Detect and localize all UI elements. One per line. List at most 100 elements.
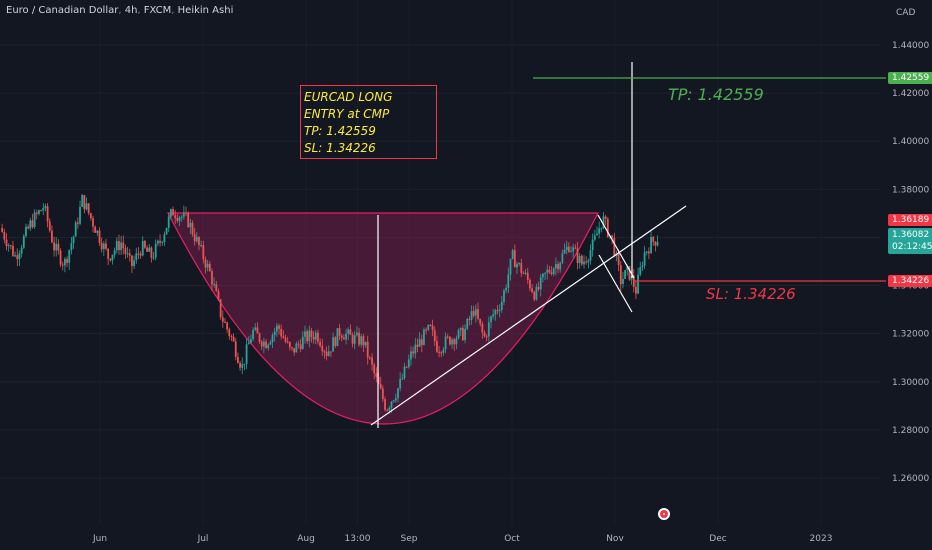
candle-body — [59, 250, 62, 265]
candle-body — [286, 341, 289, 343]
candle-body — [156, 240, 159, 244]
candle-body — [656, 242, 659, 246]
candle-body — [284, 337, 287, 342]
candle-body — [5, 239, 8, 247]
candle-body — [652, 237, 655, 242]
candle-body — [327, 351, 330, 356]
candle-body — [343, 337, 345, 340]
candle-body — [202, 245, 205, 260]
candle-body — [273, 331, 276, 335]
candle-body — [137, 253, 140, 255]
candle-body — [368, 357, 371, 359]
candle-body — [587, 260, 590, 263]
candle-body — [403, 366, 406, 379]
candle-body — [392, 400, 395, 402]
candle-body — [282, 336, 285, 338]
candle-body — [165, 227, 168, 235]
candle-body — [505, 287, 508, 291]
candle-body — [355, 332, 358, 336]
candle-body — [228, 329, 231, 337]
candle-body — [334, 337, 337, 347]
candle-body — [645, 251, 648, 253]
candle-body — [89, 213, 92, 219]
candle-body — [390, 401, 393, 408]
candle-body — [351, 334, 354, 344]
candle-body — [185, 212, 187, 214]
candle-body — [407, 359, 410, 368]
candle-body — [550, 272, 553, 274]
candle-body — [479, 318, 482, 324]
candle-body — [269, 342, 272, 345]
note-line: EURCAD LONG — [304, 90, 393, 104]
high-price-tag: 1.36189 — [888, 214, 932, 226]
candle-body — [444, 336, 447, 350]
candle-body — [96, 230, 99, 233]
candle-body — [338, 328, 341, 336]
candle-body — [57, 243, 60, 251]
candle-body — [632, 275, 635, 287]
candle-body — [397, 388, 399, 398]
candle-body — [580, 255, 583, 265]
candle-body — [193, 234, 196, 242]
candle-body — [167, 216, 170, 228]
candle-body — [169, 209, 172, 217]
candle-body — [468, 318, 471, 320]
candle-body — [321, 345, 324, 352]
candle-body — [606, 218, 609, 237]
candle-body — [379, 383, 382, 389]
candle-body — [520, 262, 523, 273]
candle-body — [237, 356, 239, 363]
candle-body — [44, 206, 47, 209]
candle-body — [585, 261, 588, 263]
candle-body — [375, 373, 378, 377]
candle-body — [440, 352, 443, 354]
candle-body — [481, 323, 484, 333]
candle-body — [102, 243, 105, 250]
candle-body — [107, 248, 110, 259]
candle-body — [87, 203, 90, 214]
candle-body — [239, 362, 241, 368]
candle-body — [563, 249, 566, 254]
economic-event-icon[interactable] — [658, 508, 670, 520]
candle-body — [182, 212, 185, 217]
candle-body — [319, 341, 322, 346]
y-tick-label: 1.38000 — [892, 185, 929, 195]
y-tick-label: 1.32000 — [892, 330, 929, 340]
candle-body — [215, 284, 218, 292]
candle-body — [232, 336, 235, 342]
candle-body — [626, 266, 629, 271]
candle-body — [544, 272, 546, 274]
candle-body — [100, 242, 103, 250]
candle-body — [18, 253, 21, 260]
candle-body — [347, 329, 350, 334]
time-axis[interactable]: Jun Jul Aug 13:00 Sep Oct Nov Dec 2023 — [92, 534, 832, 544]
timeframe: 4h — [124, 5, 138, 16]
candle-body — [105, 243, 107, 249]
candle-body — [446, 336, 449, 338]
trade-note[interactable]: EURCAD LONG ENTRY at CMP TP: 1.42559 SL:… — [300, 85, 437, 159]
candle-body — [492, 314, 495, 317]
candle-body — [423, 329, 425, 346]
candle-body — [420, 339, 423, 346]
candle-body — [200, 245, 203, 247]
cup-shape — [167, 212, 599, 425]
candle-body — [14, 255, 17, 257]
candle-body — [358, 332, 360, 345]
tp-label: TP: 1.42559 — [668, 85, 764, 104]
candle-body — [254, 327, 257, 331]
candle-body — [27, 226, 30, 229]
candle-body — [386, 409, 389, 411]
y-tick-label: 1.40000 — [892, 137, 929, 147]
candle-body — [33, 212, 36, 228]
candle-body — [500, 301, 503, 310]
candle-body — [291, 347, 293, 349]
candle-body — [144, 241, 146, 248]
candle-body — [429, 324, 432, 326]
candle-body — [464, 328, 466, 341]
candle-body — [576, 248, 579, 264]
candle-body — [66, 258, 68, 263]
candle-body — [384, 399, 386, 410]
candle-body — [427, 324, 430, 330]
candle-body — [624, 270, 627, 279]
